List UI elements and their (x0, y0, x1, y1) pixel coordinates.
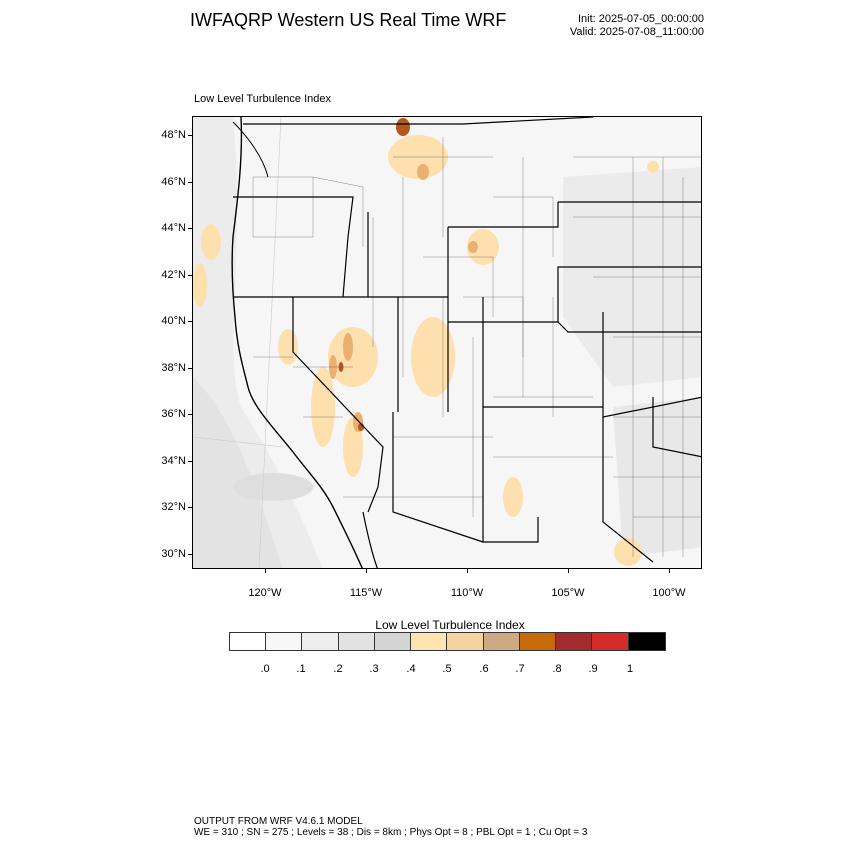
colorbar-swatch (302, 633, 339, 650)
colorbar-swatch (374, 633, 412, 650)
lat-tick (188, 321, 192, 322)
colorbar (229, 632, 666, 651)
colorbar-swatch (447, 633, 484, 650)
map-panel (192, 116, 702, 569)
colorbar-label: .9 (588, 663, 598, 675)
colorbar-swatch (266, 633, 303, 650)
lon-label-100: 100°W (652, 587, 686, 599)
lon-tick (467, 569, 468, 573)
lat-label-36: 36°N (161, 408, 186, 420)
coastline (231, 117, 363, 568)
colorbar-label: .8 (552, 663, 562, 675)
lon-tick (265, 569, 266, 573)
colorbar-label: .3 (369, 663, 379, 675)
lon-tick (568, 569, 569, 573)
lon-tick (669, 569, 670, 573)
colorbar-label: .7 (515, 663, 525, 675)
colorbar-label: .2 (333, 663, 343, 675)
ocean-shade (193, 377, 283, 568)
colorbar-swatch (556, 633, 593, 650)
lat-label-34: 34°N (161, 455, 186, 467)
lat-label-44: 44°N (161, 222, 186, 234)
lon-label-110: 110°W (450, 587, 484, 599)
valid-time-label: Valid: 2025-07-08_11:00:00 (569, 26, 704, 38)
page-title: IWFAQRP Western US Real Time WRF (190, 10, 507, 30)
panel-label: Low Level Turbulence Index (194, 93, 331, 105)
lat-tick (188, 461, 192, 462)
lat-label-46: 46°N (161, 176, 186, 188)
colorbar-swatch (592, 633, 629, 650)
puget-sound (232, 121, 269, 178)
colorbar-label: .1 (296, 663, 306, 675)
lat-label-42: 42°N (161, 269, 186, 281)
ocean-shade-2 (233, 473, 313, 501)
lon-tick (366, 569, 367, 573)
lat-tick (188, 507, 192, 508)
lon-label-115: 115°W (349, 587, 383, 599)
map-canvas (193, 117, 701, 568)
lat-label-38: 38°N (161, 362, 186, 374)
state-boundaries (233, 117, 701, 563)
lat-tick (188, 135, 192, 136)
lat-tick (188, 182, 192, 183)
lat-tick (188, 275, 192, 276)
colorbar-label: 1 (626, 663, 634, 675)
lon-label-105: 105°W (551, 587, 585, 599)
colorbar-swatch (483, 633, 520, 650)
lat-label-48: 48°N (161, 129, 186, 141)
colorbar-label: .4 (406, 663, 416, 675)
lat-label-40: 40°N (161, 315, 186, 327)
init-time-label: Init: 2025-07-05_00:00:00 (578, 13, 704, 25)
lat-label-30: 30°N (161, 548, 186, 560)
colorbar-label: .5 (442, 663, 452, 675)
colorbar-title: Low Level Turbulence Index (375, 618, 525, 632)
graticule (193, 117, 284, 568)
lat-tick (188, 228, 192, 229)
baja-coast (362, 511, 378, 568)
colorbar-swatch (519, 633, 557, 650)
lat-label-32: 32°N (161, 501, 186, 513)
lat-tick (188, 368, 192, 369)
colorbar-label: .6 (479, 663, 489, 675)
lat-tick (188, 414, 192, 415)
turbulence-low (193, 135, 659, 566)
colorbar-swatch (338, 633, 375, 650)
colorbar-swatch (230, 633, 267, 650)
footer-model-info: OUTPUT FROM WRF V4.6.1 MODEL (194, 816, 363, 827)
lon-label-120: 120°W (248, 587, 282, 599)
lat-tick (188, 554, 192, 555)
colorbar-swatch (628, 633, 665, 650)
footer-config-info: WE = 310 ; SN = 275 ; Levels = 38 ; Dis … (194, 827, 588, 838)
colorbar-swatch (411, 633, 448, 650)
colorbar-label: .0 (260, 663, 270, 675)
